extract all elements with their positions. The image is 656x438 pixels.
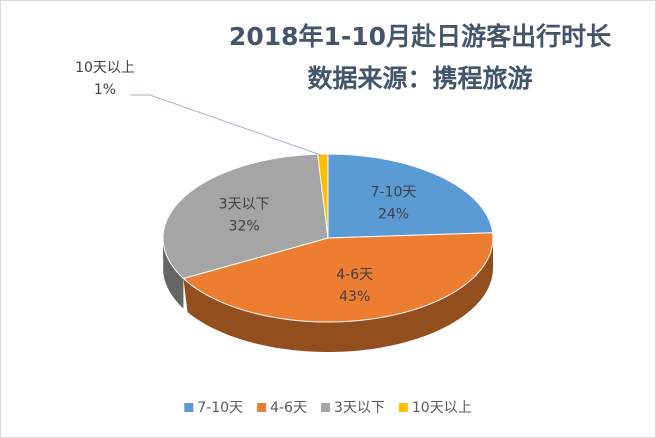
- legend-swatch: [398, 403, 408, 412]
- slice-side: [163, 238, 184, 309]
- leader-line: [130, 94, 324, 157]
- legend: 7-10天 4-6天 3天以下 10天以上: [184, 400, 472, 416]
- slice: [317, 153, 329, 239]
- data-label-value: 32%: [229, 219, 260, 235]
- slice: [327, 153, 494, 239]
- slice: [162, 153, 329, 280]
- data-label-value: 24%: [378, 206, 409, 222]
- data-label-value: 1%: [94, 82, 116, 98]
- legend-label: 3天以下: [334, 400, 385, 416]
- slice: [182, 232, 494, 323]
- legend-label: 7-10天: [197, 400, 243, 416]
- data-label-value: 43%: [339, 289, 370, 305]
- slice-side: [183, 238, 493, 352]
- legend-swatch: [184, 403, 194, 412]
- legend-swatch: [320, 403, 330, 412]
- legend-label: 10天以上: [412, 400, 472, 416]
- data-label-category: 7-10天: [371, 184, 417, 200]
- data-label-category: 4-6天: [336, 267, 373, 283]
- legend-swatch: [257, 403, 267, 412]
- data-label-category: 3天以下: [219, 197, 270, 213]
- chart-title: 2018年1-10月赴日游客出行时长: [229, 22, 612, 51]
- chart-subtitle: 数据来源：携程旅游: [307, 64, 532, 93]
- data-label-category: 10天以上: [75, 60, 135, 76]
- legend-label: 4-6天: [270, 400, 307, 416]
